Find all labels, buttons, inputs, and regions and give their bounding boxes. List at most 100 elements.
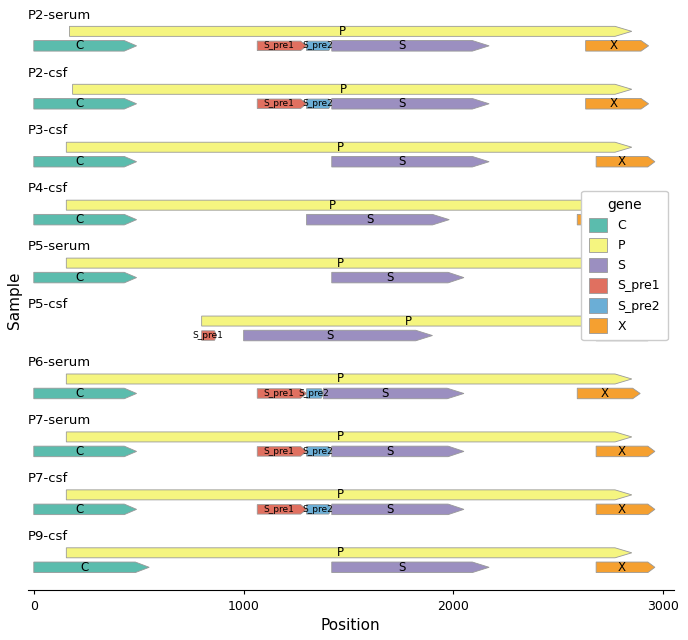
Polygon shape (66, 200, 615, 210)
Text: P: P (341, 83, 347, 96)
Text: P2-csf: P2-csf (28, 67, 67, 79)
Polygon shape (34, 562, 149, 573)
Polygon shape (34, 446, 137, 457)
Polygon shape (66, 490, 632, 500)
Polygon shape (34, 40, 137, 51)
Polygon shape (332, 446, 464, 457)
Polygon shape (577, 214, 641, 225)
Polygon shape (34, 99, 137, 109)
Text: P: P (329, 198, 336, 212)
Text: S_pre1: S_pre1 (264, 42, 294, 51)
Polygon shape (202, 331, 216, 340)
Text: C: C (75, 387, 83, 400)
Polygon shape (585, 40, 649, 51)
Text: X: X (618, 445, 626, 458)
Text: P3-csf: P3-csf (28, 125, 67, 138)
Polygon shape (332, 504, 464, 515)
Text: P: P (337, 372, 344, 385)
Text: C: C (80, 561, 89, 574)
Polygon shape (257, 41, 307, 51)
Text: S_pre2: S_pre2 (302, 99, 333, 108)
Text: S: S (382, 387, 389, 400)
Text: S: S (398, 97, 406, 110)
Polygon shape (332, 156, 489, 167)
Text: S_pre2: S_pre2 (299, 389, 330, 398)
Text: S_pre2: S_pre2 (302, 447, 333, 456)
Legend: C, P, S, S_pre1, S_pre2, X: C, P, S, S_pre1, S_pre2, X (581, 191, 667, 340)
Polygon shape (66, 548, 632, 558)
Text: S: S (398, 39, 406, 52)
Polygon shape (73, 84, 632, 94)
Text: X: X (610, 97, 617, 110)
Text: S_pre2: S_pre2 (302, 42, 333, 51)
Text: S_pre1: S_pre1 (264, 99, 294, 108)
Polygon shape (307, 214, 449, 225)
Text: S: S (398, 561, 406, 574)
Polygon shape (257, 504, 307, 514)
Text: P: P (405, 314, 412, 328)
Text: X: X (618, 561, 626, 574)
Text: S_pre1: S_pre1 (264, 389, 294, 398)
Polygon shape (34, 388, 137, 399)
Text: S: S (386, 445, 394, 458)
Polygon shape (332, 99, 489, 109)
Polygon shape (596, 330, 655, 341)
Polygon shape (307, 447, 332, 456)
Polygon shape (596, 273, 655, 283)
Text: P7-csf: P7-csf (28, 472, 67, 485)
Polygon shape (66, 374, 632, 384)
Polygon shape (257, 447, 307, 456)
Polygon shape (332, 273, 464, 283)
Text: P: P (337, 257, 344, 269)
Polygon shape (323, 388, 464, 399)
Polygon shape (577, 388, 641, 399)
Text: S_pre1: S_pre1 (264, 505, 294, 514)
Polygon shape (596, 446, 655, 457)
Text: X: X (601, 213, 609, 226)
Text: P5-serum: P5-serum (28, 241, 91, 253)
Text: S: S (326, 329, 334, 342)
Polygon shape (34, 156, 137, 167)
Text: P9-csf: P9-csf (28, 530, 67, 543)
Text: C: C (75, 271, 83, 284)
Polygon shape (307, 504, 332, 514)
Text: X: X (618, 156, 626, 168)
Polygon shape (332, 562, 489, 573)
Polygon shape (307, 99, 332, 109)
X-axis label: Position: Position (321, 618, 380, 633)
Y-axis label: Sample: Sample (7, 272, 22, 329)
Text: P: P (337, 141, 344, 154)
Text: P2-serum: P2-serum (28, 8, 91, 22)
Text: X: X (601, 387, 609, 400)
Text: C: C (75, 445, 83, 458)
Text: P: P (337, 547, 344, 559)
Polygon shape (66, 142, 632, 152)
Text: P7-serum: P7-serum (28, 414, 91, 427)
Text: S_pre1: S_pre1 (264, 447, 294, 456)
Polygon shape (332, 40, 489, 51)
Text: S_pre1: S_pre1 (193, 331, 224, 340)
Text: C: C (75, 97, 83, 110)
Text: C: C (75, 156, 83, 168)
Text: P: P (338, 25, 346, 38)
Text: C: C (75, 503, 83, 516)
Polygon shape (66, 258, 632, 268)
Polygon shape (257, 388, 307, 398)
Text: S: S (366, 213, 373, 226)
Text: S: S (386, 271, 394, 284)
Polygon shape (34, 273, 137, 283)
Text: S: S (398, 156, 406, 168)
Polygon shape (585, 99, 649, 109)
Text: X: X (610, 39, 617, 52)
Polygon shape (307, 388, 323, 398)
Polygon shape (69, 26, 632, 36)
Text: P: P (337, 488, 344, 501)
Polygon shape (596, 156, 655, 167)
Polygon shape (66, 432, 632, 442)
Polygon shape (34, 504, 137, 515)
Text: P6-serum: P6-serum (28, 356, 91, 369)
Text: S: S (386, 503, 394, 516)
Text: X: X (618, 503, 626, 516)
Text: S_pre2: S_pre2 (302, 505, 333, 514)
Polygon shape (596, 504, 655, 515)
